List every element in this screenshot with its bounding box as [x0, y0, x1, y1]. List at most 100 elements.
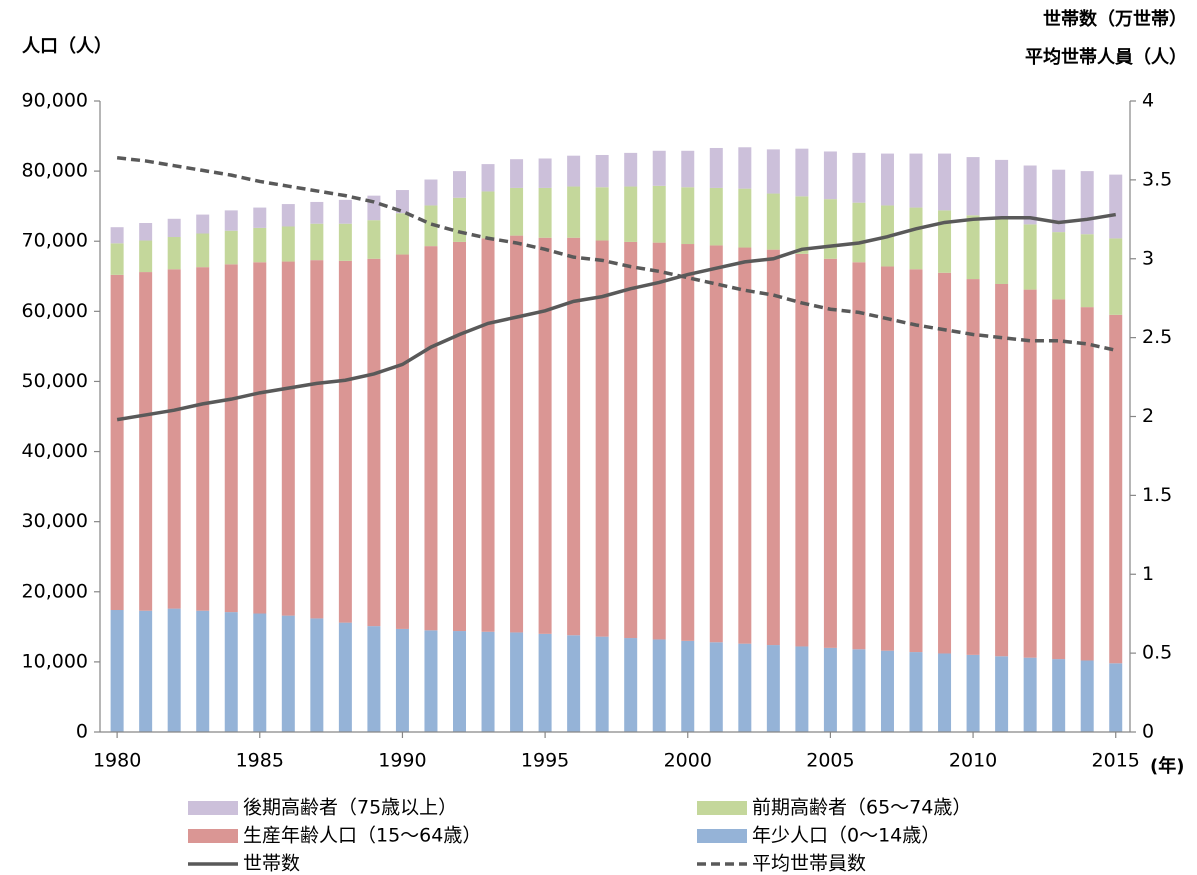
bar: [852, 202, 866, 263]
bar: [880, 153, 894, 206]
bar: [995, 217, 1009, 284]
bar: [766, 249, 780, 646]
bar: [196, 214, 210, 234]
bar: [338, 260, 352, 623]
bar: [1023, 657, 1037, 732]
bar: [966, 654, 980, 732]
bar: [253, 262, 267, 614]
bar: [453, 171, 467, 198]
bar: [738, 188, 752, 248]
bar: [338, 622, 352, 732]
bar: [481, 238, 495, 632]
y-tick-label: 10,000: [22, 650, 88, 672]
bar: [224, 210, 238, 231]
bar: [823, 151, 837, 200]
x-tick-label: 2010: [949, 750, 997, 772]
bar: [681, 187, 695, 245]
bar: [966, 279, 980, 655]
y-tick-label: 60,000: [22, 300, 88, 322]
bar: [995, 656, 1009, 732]
bar: [766, 193, 780, 250]
bar: [139, 272, 153, 611]
bar: [424, 246, 438, 631]
bar: [281, 204, 295, 227]
bar: [453, 197, 467, 242]
y2-tick-label: 1: [1142, 563, 1154, 585]
line: [116, 212, 1117, 422]
bar: [538, 633, 552, 732]
bar: [738, 147, 752, 189]
bar: [167, 608, 181, 732]
bar: [1023, 289, 1037, 658]
bar: [1023, 165, 1037, 225]
bar: [510, 159, 524, 188]
x-tick-label: 2005: [806, 750, 854, 772]
y2-axis-label: 平均世帯人員（人）: [1025, 46, 1187, 68]
bar: [538, 158, 552, 188]
bar: [681, 150, 695, 188]
legend-label: 生産年齢人口（15～64歳）: [243, 825, 481, 847]
bar: [567, 155, 581, 187]
bar: [595, 187, 609, 241]
bar: [281, 615, 295, 732]
bar: [538, 237, 552, 634]
y2-tick-label: 4: [1142, 90, 1154, 112]
bar: [966, 157, 980, 216]
bar: [139, 222, 153, 241]
bar: [139, 610, 153, 732]
bar: [1109, 238, 1123, 315]
bar: [424, 630, 438, 732]
bar: [110, 243, 124, 275]
bar: [253, 207, 267, 228]
bar: [253, 227, 267, 263]
bar: [196, 233, 210, 268]
bar: [709, 187, 723, 246]
bar: [224, 230, 238, 265]
bar: [652, 150, 666, 186]
bar: [1052, 659, 1066, 732]
bar: [395, 254, 409, 629]
bar: [738, 247, 752, 644]
bar: [1052, 169, 1066, 233]
bar: [738, 643, 752, 732]
bar: [310, 223, 324, 261]
bar: [909, 269, 923, 653]
bar: [938, 272, 952, 654]
bar: [766, 645, 780, 732]
bar: [453, 631, 467, 732]
bar: [224, 264, 238, 613]
bar: [595, 636, 609, 732]
bar: [624, 241, 638, 639]
bar: [909, 652, 923, 732]
x-tick-label: 1995: [521, 750, 569, 772]
bar: [510, 187, 524, 236]
bar: [823, 199, 837, 259]
bar: [167, 269, 181, 609]
bar: [1052, 299, 1066, 660]
bar: [110, 274, 124, 611]
y2-tick-label: 2: [1142, 405, 1154, 427]
bar: [1023, 224, 1037, 290]
y-tick-label: 20,000: [22, 580, 88, 602]
bar: [709, 245, 723, 643]
bar: [709, 642, 723, 732]
bar: [624, 638, 638, 732]
legend-label: 前期高齢者（65～74歳）: [752, 797, 971, 819]
bar: [880, 266, 894, 651]
x-axis-label: (年): [1150, 755, 1184, 777]
bar: [196, 610, 210, 732]
bar: [1080, 307, 1094, 661]
y-tick-label: 40,000: [22, 440, 88, 462]
bar: [1080, 234, 1094, 308]
bar: [310, 260, 324, 619]
y2-tick-label: 0: [1142, 721, 1154, 743]
bar: [938, 210, 952, 273]
bar: [995, 283, 1009, 657]
bar: [681, 244, 695, 641]
bar: [338, 199, 352, 224]
y2-tick-label: 3: [1142, 247, 1154, 269]
x-tick-label: 1990: [378, 750, 426, 772]
line: [116, 156, 1117, 352]
bar: [624, 152, 638, 187]
